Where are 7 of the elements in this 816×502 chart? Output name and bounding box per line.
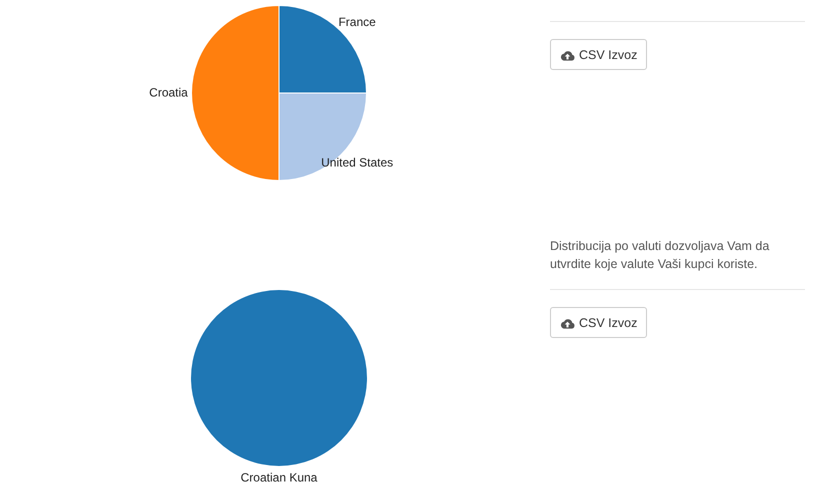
slice-label: United States: [321, 156, 394, 170]
export-button: CSV Izvoz: [550, 39, 648, 70]
text: Distribucija po valuti dozvoljava Vam da utvrdite koje valute Vaši kupci koriste.: [550, 238, 770, 273]
slice-label: Croatian Kuna: [240, 470, 318, 484]
slice-label: France: [338, 14, 376, 29]
export-button: CSV Izvoz: [550, 307, 648, 338]
slice-label: Croatia: [149, 85, 188, 100]
